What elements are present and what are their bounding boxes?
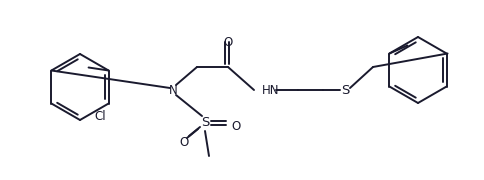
Text: HN: HN (261, 84, 279, 96)
Text: O: O (230, 120, 240, 134)
Text: S: S (200, 116, 209, 129)
Text: O: O (223, 36, 232, 49)
Text: O: O (179, 136, 188, 148)
Text: N: N (168, 84, 177, 96)
Text: Cl: Cl (94, 109, 106, 123)
Text: S: S (340, 84, 348, 96)
